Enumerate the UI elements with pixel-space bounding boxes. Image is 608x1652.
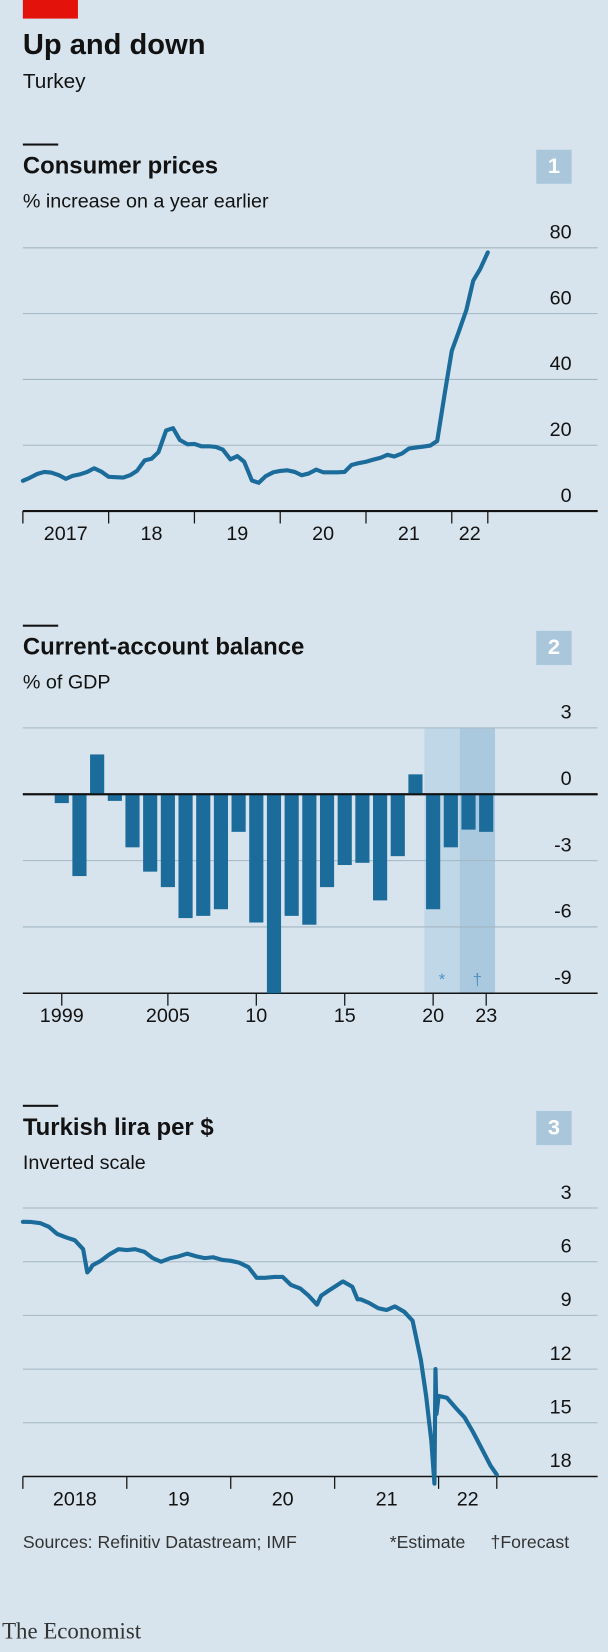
- x-tick-label: 1999: [40, 1005, 84, 1027]
- x-tick-label: 19: [168, 1488, 190, 1510]
- x-tick-label: 18: [141, 523, 163, 545]
- x-tick-label: 10: [245, 1005, 267, 1027]
- page-subtitle: Turkey: [23, 70, 86, 93]
- x-tick-label: 2018: [53, 1488, 97, 1510]
- band-label: †: [473, 970, 482, 989]
- x-tick-label: 20: [312, 523, 334, 545]
- bar: [390, 794, 405, 857]
- y-tick-label: 0: [561, 768, 572, 790]
- x-tick-label: 20: [422, 1005, 444, 1027]
- y-tick-label: 20: [550, 419, 572, 441]
- panel-title: Turkish lira per $: [23, 1114, 214, 1141]
- panel-badge-label: 1: [548, 153, 560, 178]
- x-tick-label: 22: [457, 1488, 479, 1510]
- x-tick-label: 22: [459, 523, 481, 545]
- y-tick-label: 18: [550, 1450, 572, 1472]
- panel-badge: [536, 1110, 572, 1146]
- footnote: *Estimate: [390, 1532, 466, 1552]
- y-tick-label: 3: [561, 1182, 572, 1204]
- bar: [213, 794, 229, 910]
- bar: [355, 794, 370, 863]
- panel-subtitle: % of GDP: [23, 672, 111, 694]
- bar: [125, 794, 140, 848]
- panel-badge: [536, 149, 572, 184]
- panel-title: Consumer prices: [23, 153, 218, 180]
- y-tick-label: -3: [554, 834, 572, 856]
- panel-rule: [22, 1104, 59, 1107]
- panel-rule: [22, 624, 59, 627]
- bar: [72, 794, 87, 877]
- bar: [90, 754, 105, 795]
- x-tick-label: 19: [226, 523, 248, 545]
- y-tick-label: 6: [561, 1236, 572, 1258]
- bar: [249, 794, 264, 923]
- panel-subtitle: Inverted scale: [23, 1152, 146, 1174]
- bar: [426, 794, 441, 910]
- y-tick-label: 12: [550, 1343, 572, 1365]
- page-title: Up and down: [23, 29, 206, 61]
- panel-rule: [22, 143, 59, 146]
- bar: [408, 774, 423, 795]
- bar: [461, 794, 476, 830]
- bar: [337, 794, 352, 866]
- data-line: [20, 1219, 499, 1486]
- bar: [160, 794, 175, 888]
- y-tick-label: 15: [550, 1397, 572, 1419]
- bar: [196, 794, 211, 916]
- x-tick-label: 20: [272, 1488, 294, 1510]
- y-tick-label: -9: [554, 967, 572, 989]
- bar: [319, 794, 335, 888]
- bar: [443, 794, 458, 848]
- bar: [107, 794, 122, 801]
- band-label: *: [439, 970, 446, 989]
- bar: [479, 794, 494, 832]
- y-tick-label: 60: [550, 287, 572, 309]
- bar: [178, 794, 193, 919]
- brand-flag: [22, 0, 78, 19]
- source: Sources: Refinitiv Datastream; IMF: [23, 1532, 297, 1552]
- data-line: [20, 250, 490, 485]
- bar: [54, 794, 69, 804]
- panel-title: Current-account balance: [23, 634, 304, 661]
- brand: The Economist: [2, 1619, 142, 1644]
- bar: [266, 794, 282, 994]
- y-tick-label: 40: [550, 353, 572, 375]
- panel-badge: [536, 630, 572, 665]
- x-tick-label: 23: [475, 1005, 497, 1027]
- y-tick-label: 80: [550, 222, 572, 244]
- bar: [143, 794, 158, 872]
- y-tick-label: 9: [561, 1289, 572, 1311]
- y-tick-label: 3: [561, 702, 572, 724]
- panel-badge-label: 2: [548, 634, 560, 659]
- bar: [284, 794, 299, 916]
- bar: [302, 794, 317, 925]
- y-tick-label: -6: [554, 901, 572, 923]
- x-tick-label: 21: [376, 1488, 398, 1510]
- panel-badge-label: 3: [548, 1114, 560, 1139]
- x-tick-label: 2005: [146, 1005, 190, 1027]
- x-tick-label: 15: [334, 1005, 356, 1027]
- x-tick-label: 2017: [44, 523, 88, 545]
- footnote: †Forecast: [491, 1532, 570, 1552]
- x-tick-label: 21: [398, 523, 420, 545]
- bar: [231, 794, 246, 832]
- panel-subtitle: % increase on a year earlier: [23, 191, 269, 213]
- y-tick-label: 0: [561, 485, 572, 507]
- bar: [373, 794, 388, 901]
